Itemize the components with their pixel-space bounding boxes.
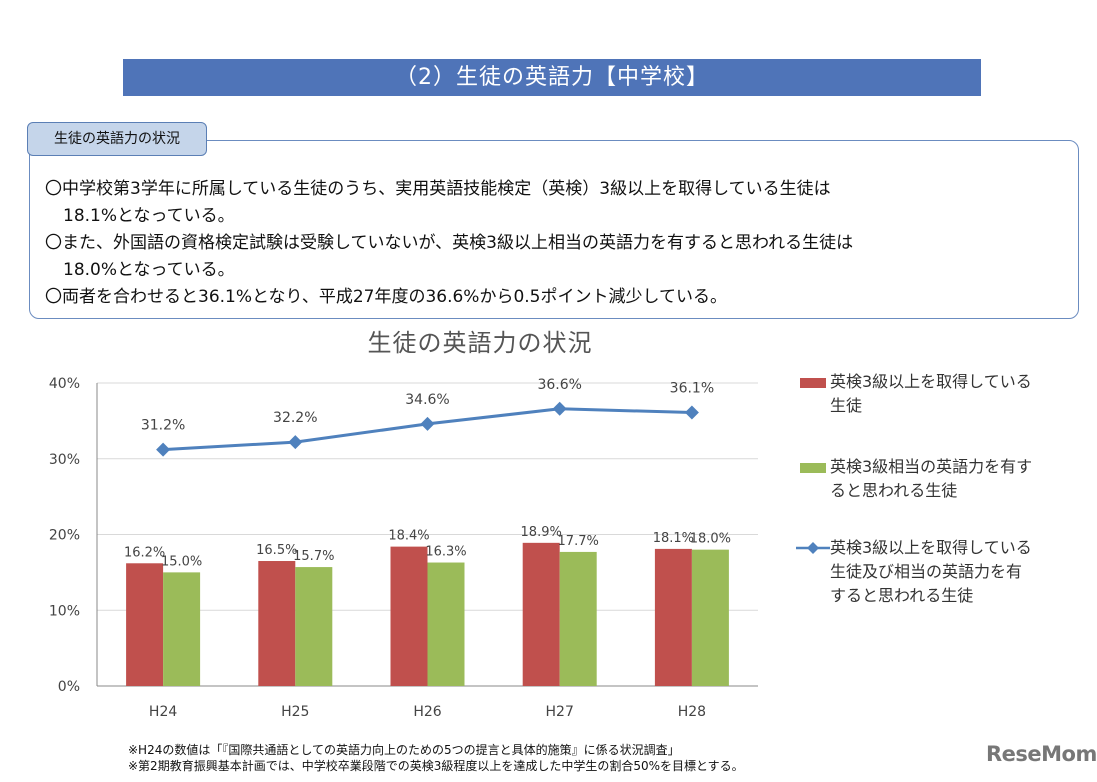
bar-data-label: 16.5%	[256, 543, 297, 558]
bar	[126, 563, 164, 686]
legend-1-line2: 生徒	[830, 396, 863, 415]
footnote-1: ※H24の数値は「『国際共通語としての英語力向上のための5つの提言と具体的施策』…	[128, 743, 680, 757]
bullet-1-line2: 18.1%となっている。	[63, 206, 235, 226]
summary-bullet-1: 〇中学校第3学年に所属している生徒のうち、実用英語技能検定（英検）3級以上を取得…	[45, 176, 1075, 230]
bar-data-label: 16.2%	[124, 545, 165, 560]
chart-title: 生徒の英語力の状況	[367, 329, 593, 357]
x-tick-label: H25	[281, 704, 309, 720]
summary-box	[29, 140, 1079, 319]
legend-swatch-red	[800, 378, 826, 388]
line-data-label: 31.2%	[141, 418, 185, 434]
x-tick-label: H26	[413, 704, 441, 720]
bar	[258, 561, 296, 686]
line-point	[684, 405, 699, 420]
legend-text-1: 英検3級以上を取得している 生徒	[830, 370, 1070, 418]
legend-3-line1: 英検3級以上を取得している	[830, 538, 1032, 557]
summary-bullet-3: 〇両者を合わせると36.1%となり、平成27年度の36.6%から0.5ポイント減…	[45, 284, 1075, 311]
line-data-label: 36.1%	[670, 381, 714, 397]
legend-line-diamond-icon	[796, 542, 830, 554]
bar-data-label: 18.9%	[521, 525, 562, 540]
bar	[427, 562, 465, 686]
page-title: （2）生徒の英語力【中学校】	[123, 59, 981, 96]
bar	[390, 546, 428, 686]
bullet-3-line1: 〇両者を合わせると36.1%となり、平成27年度の36.6%から0.5ポイント減…	[45, 287, 727, 307]
y-tick-label: 30%	[49, 452, 80, 468]
bar-data-label: 18.4%	[388, 529, 429, 544]
legend-2-line2: ると思われる生徒	[830, 481, 958, 500]
legend-text-3: 英検3級以上を取得している 生徒及び相当の英語力を有 すると思われる生徒	[830, 536, 1070, 608]
line-data-label: 32.2%	[273, 410, 317, 426]
y-tick-label: 10%	[49, 603, 80, 619]
legend-text-2: 英検3級相当の英語力を有す ると思われる生徒	[830, 455, 1070, 503]
legend-1-line1: 英検3級以上を取得している	[830, 372, 1032, 391]
x-tick-label: H27	[546, 704, 574, 720]
bar-data-label: 15.7%	[293, 549, 334, 564]
bar	[654, 548, 692, 686]
bar	[163, 572, 201, 686]
line-data-label: 34.6%	[405, 392, 449, 408]
bar-data-label: 18.0%	[690, 532, 731, 547]
bar	[559, 551, 597, 686]
line-point	[552, 401, 567, 416]
legend-2-line1: 英検3級相当の英語力を有す	[830, 457, 1033, 476]
brand-logo: ReseMom	[986, 742, 1097, 766]
x-tick-label: H28	[678, 704, 706, 720]
bar-data-label: 17.7%	[558, 534, 599, 549]
summary-tab-label: 生徒の英語力の状況	[27, 122, 207, 156]
bar-data-label: 15.0%	[161, 554, 202, 569]
y-tick-label: 20%	[49, 528, 80, 544]
line-data-label: 36.6%	[537, 377, 581, 393]
bullet-2-line1: 〇また、外国語の資格検定試験は受験していないが、英検3級以上相当の英語力を有する…	[45, 233, 854, 253]
summary-bullets: 〇中学校第3学年に所属している生徒のうち、実用英語技能検定（英検）3級以上を取得…	[45, 176, 1075, 311]
bar	[295, 567, 333, 686]
footnote-2: ※第2期教育振興基本計画では、中学校卒業段階での英検3級程度以上を達成した中学生…	[128, 759, 744, 773]
y-tick-label: 40%	[49, 376, 80, 392]
line-point	[420, 416, 435, 431]
summary-bullet-2: 〇また、外国語の資格検定試験は受験していないが、英検3級以上相当の英語力を有する…	[45, 230, 1075, 284]
legend-swatch-green	[800, 463, 826, 473]
x-tick-label: H24	[149, 704, 177, 720]
line-point	[288, 435, 303, 450]
bullet-2-line2: 18.0%となっている。	[63, 260, 235, 280]
bar	[691, 549, 729, 686]
bullet-1-line1: 〇中学校第3学年に所属している生徒のうち、実用英語技能検定（英検）3級以上を取得…	[45, 179, 831, 199]
line-point	[156, 442, 171, 457]
legend-3-line2: 生徒及び相当の英語力を有	[830, 562, 1023, 581]
y-tick-label: 0%	[58, 679, 80, 695]
bar-data-label: 16.3%	[425, 545, 466, 560]
bar	[522, 542, 560, 686]
legend-3-line3: すると思われる生徒	[830, 586, 974, 605]
footnotes: ※H24の数値は「『国際共通語としての英語力向上のための5つの提言と具体的施策』…	[128, 742, 744, 774]
bar-data-label: 18.1%	[653, 531, 694, 546]
